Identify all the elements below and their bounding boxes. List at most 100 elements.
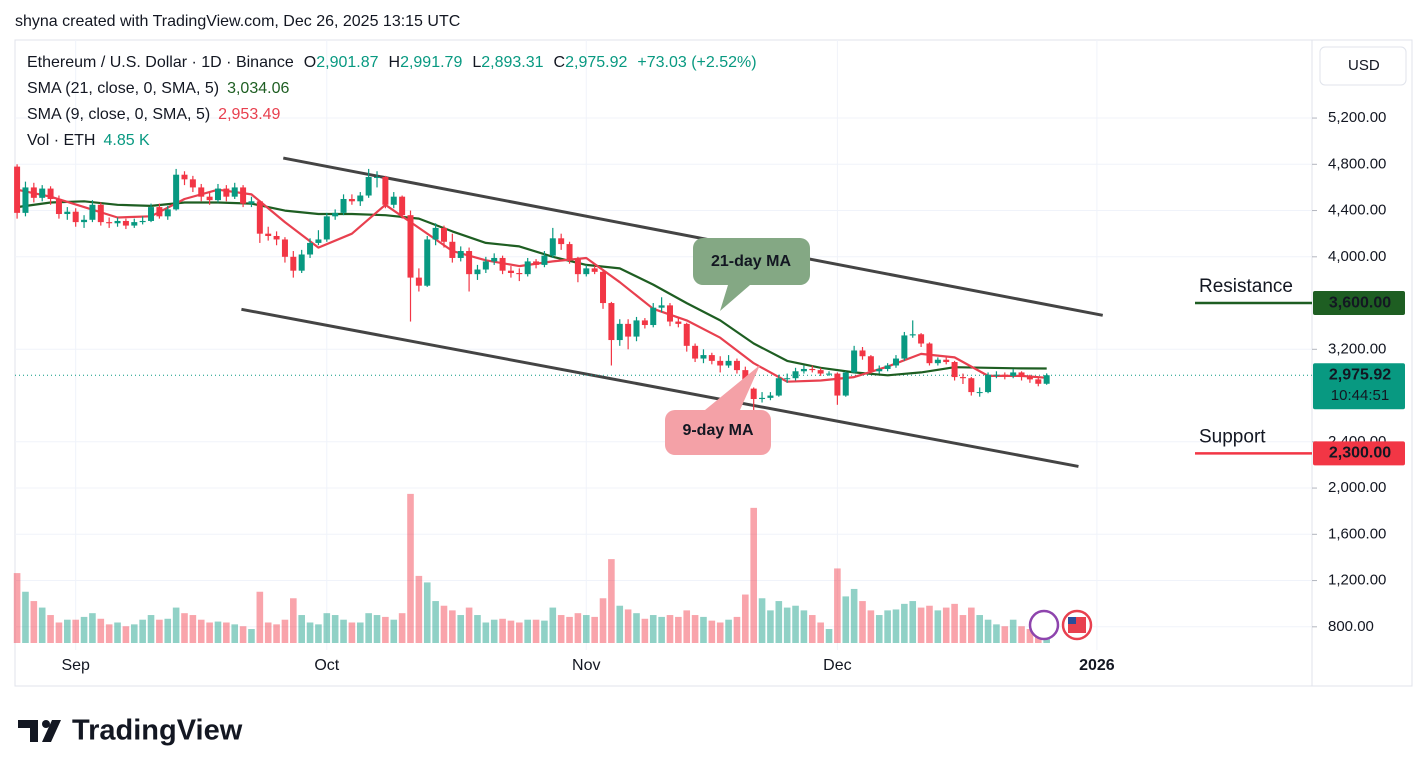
candle-body [474,269,481,275]
candle-body [382,177,389,205]
logo-dot [42,720,50,728]
volume-bar [189,615,197,643]
volume-bar [499,618,506,643]
volume-bar [574,613,582,643]
logo-mark [18,720,61,742]
volume-bar [331,615,339,643]
volume-bar [482,622,490,643]
volume-bar [147,615,155,643]
candle-body [298,254,305,271]
candles-layer [14,164,1050,417]
volume-bar [256,591,264,643]
volume-bar [742,594,749,643]
candle-body [22,187,29,213]
legend-row: Ethereum / U.S. Dollar · 1D · Binance O2,… [27,54,757,71]
candle-body [616,323,623,341]
currency[interactable]: USD [1348,57,1380,74]
volume-bar [532,619,540,643]
candle-body [415,277,422,286]
ma-line [16,200,1047,377]
candle-body [256,201,263,234]
candle-body [482,261,489,270]
candle-body [440,227,447,242]
candle-body [516,272,523,275]
candle-body [943,359,950,363]
candle-body [934,359,941,364]
volume-bar [825,629,833,643]
volume-bar [725,619,732,643]
grid-layer: 800.001,200.001,600.002,000.002,400.003,… [15,40,1386,674]
candle-body [993,374,1000,376]
candle-body [817,370,824,374]
candle-body [432,227,439,240]
y-tick-label: 4,400.00 [1328,202,1386,219]
volume-bar [733,616,741,643]
level-box [1313,291,1405,316]
candle-body [700,355,707,359]
candle-body [574,259,581,275]
series-value: 3,034.06 [227,80,289,97]
volume-bar [716,622,724,643]
x-tick-label: Sep [61,657,90,674]
candle-body [750,388,757,400]
volume-bar [432,601,439,643]
candle-body [81,219,88,223]
candle-body [97,204,104,223]
volume-bar [72,619,79,643]
candle-body [156,207,163,217]
volume-bar [541,620,548,643]
symbol: Ethereum / U.S. Dollar · 1D · Binance [27,54,294,71]
volume-bar [875,615,883,643]
candle-body [139,220,146,223]
o: O [304,54,316,71]
candle-body [633,320,640,337]
channel-line [282,156,1104,317]
candle-body [549,238,556,256]
candle-body [357,195,364,202]
volume-bar [382,616,389,643]
volume-bar [1018,626,1025,643]
candle-body [792,371,799,379]
volume-bar [750,507,757,643]
candle-body [976,392,983,394]
volume-bar [582,615,590,643]
volume-bar [340,619,347,643]
volume-bar [792,605,799,643]
volume-bar [934,610,942,643]
volume-bar [423,582,431,643]
candle-body [14,166,21,213]
legend-row: SMA (9, close, 0, SMA, 5) 2,953.49 [27,106,281,123]
candle-body [164,209,171,217]
ma-line [16,188,1047,383]
last-price-box [1313,363,1405,410]
volume-bar [842,596,850,643]
y-tick-label: 2,000.00 [1328,479,1386,496]
candle-body [466,251,473,275]
volume-bar [917,607,925,643]
c: C [554,54,566,71]
candle-body [1010,372,1017,376]
candle-body [332,212,339,217]
currency-button[interactable] [1319,46,1407,86]
volume-bar [323,613,331,643]
volume-bar [683,610,691,643]
candle-body [809,368,816,371]
candle-body [784,378,791,380]
x-tick-label: Oct [314,657,339,674]
countdown: 10:44:51 [1331,387,1389,404]
candle-body [55,198,62,215]
volume-bar [239,626,247,643]
candle-body [717,360,724,366]
candle-body [583,268,590,275]
series-name: SMA (9, close, 0, SMA, 5) [27,106,210,123]
legend: Ethereum / U.S. Dollar · 1D · Binance O2,… [27,54,757,149]
y-tick-label: 4,000.00 [1328,248,1386,265]
candle-body [198,187,205,197]
candle-body [457,251,464,258]
candle-body [767,395,774,398]
volume-bar [599,598,607,643]
candle-body [181,174,188,180]
volume-bar [1043,638,1050,643]
candle-body [89,204,96,220]
candle-body [926,343,933,364]
